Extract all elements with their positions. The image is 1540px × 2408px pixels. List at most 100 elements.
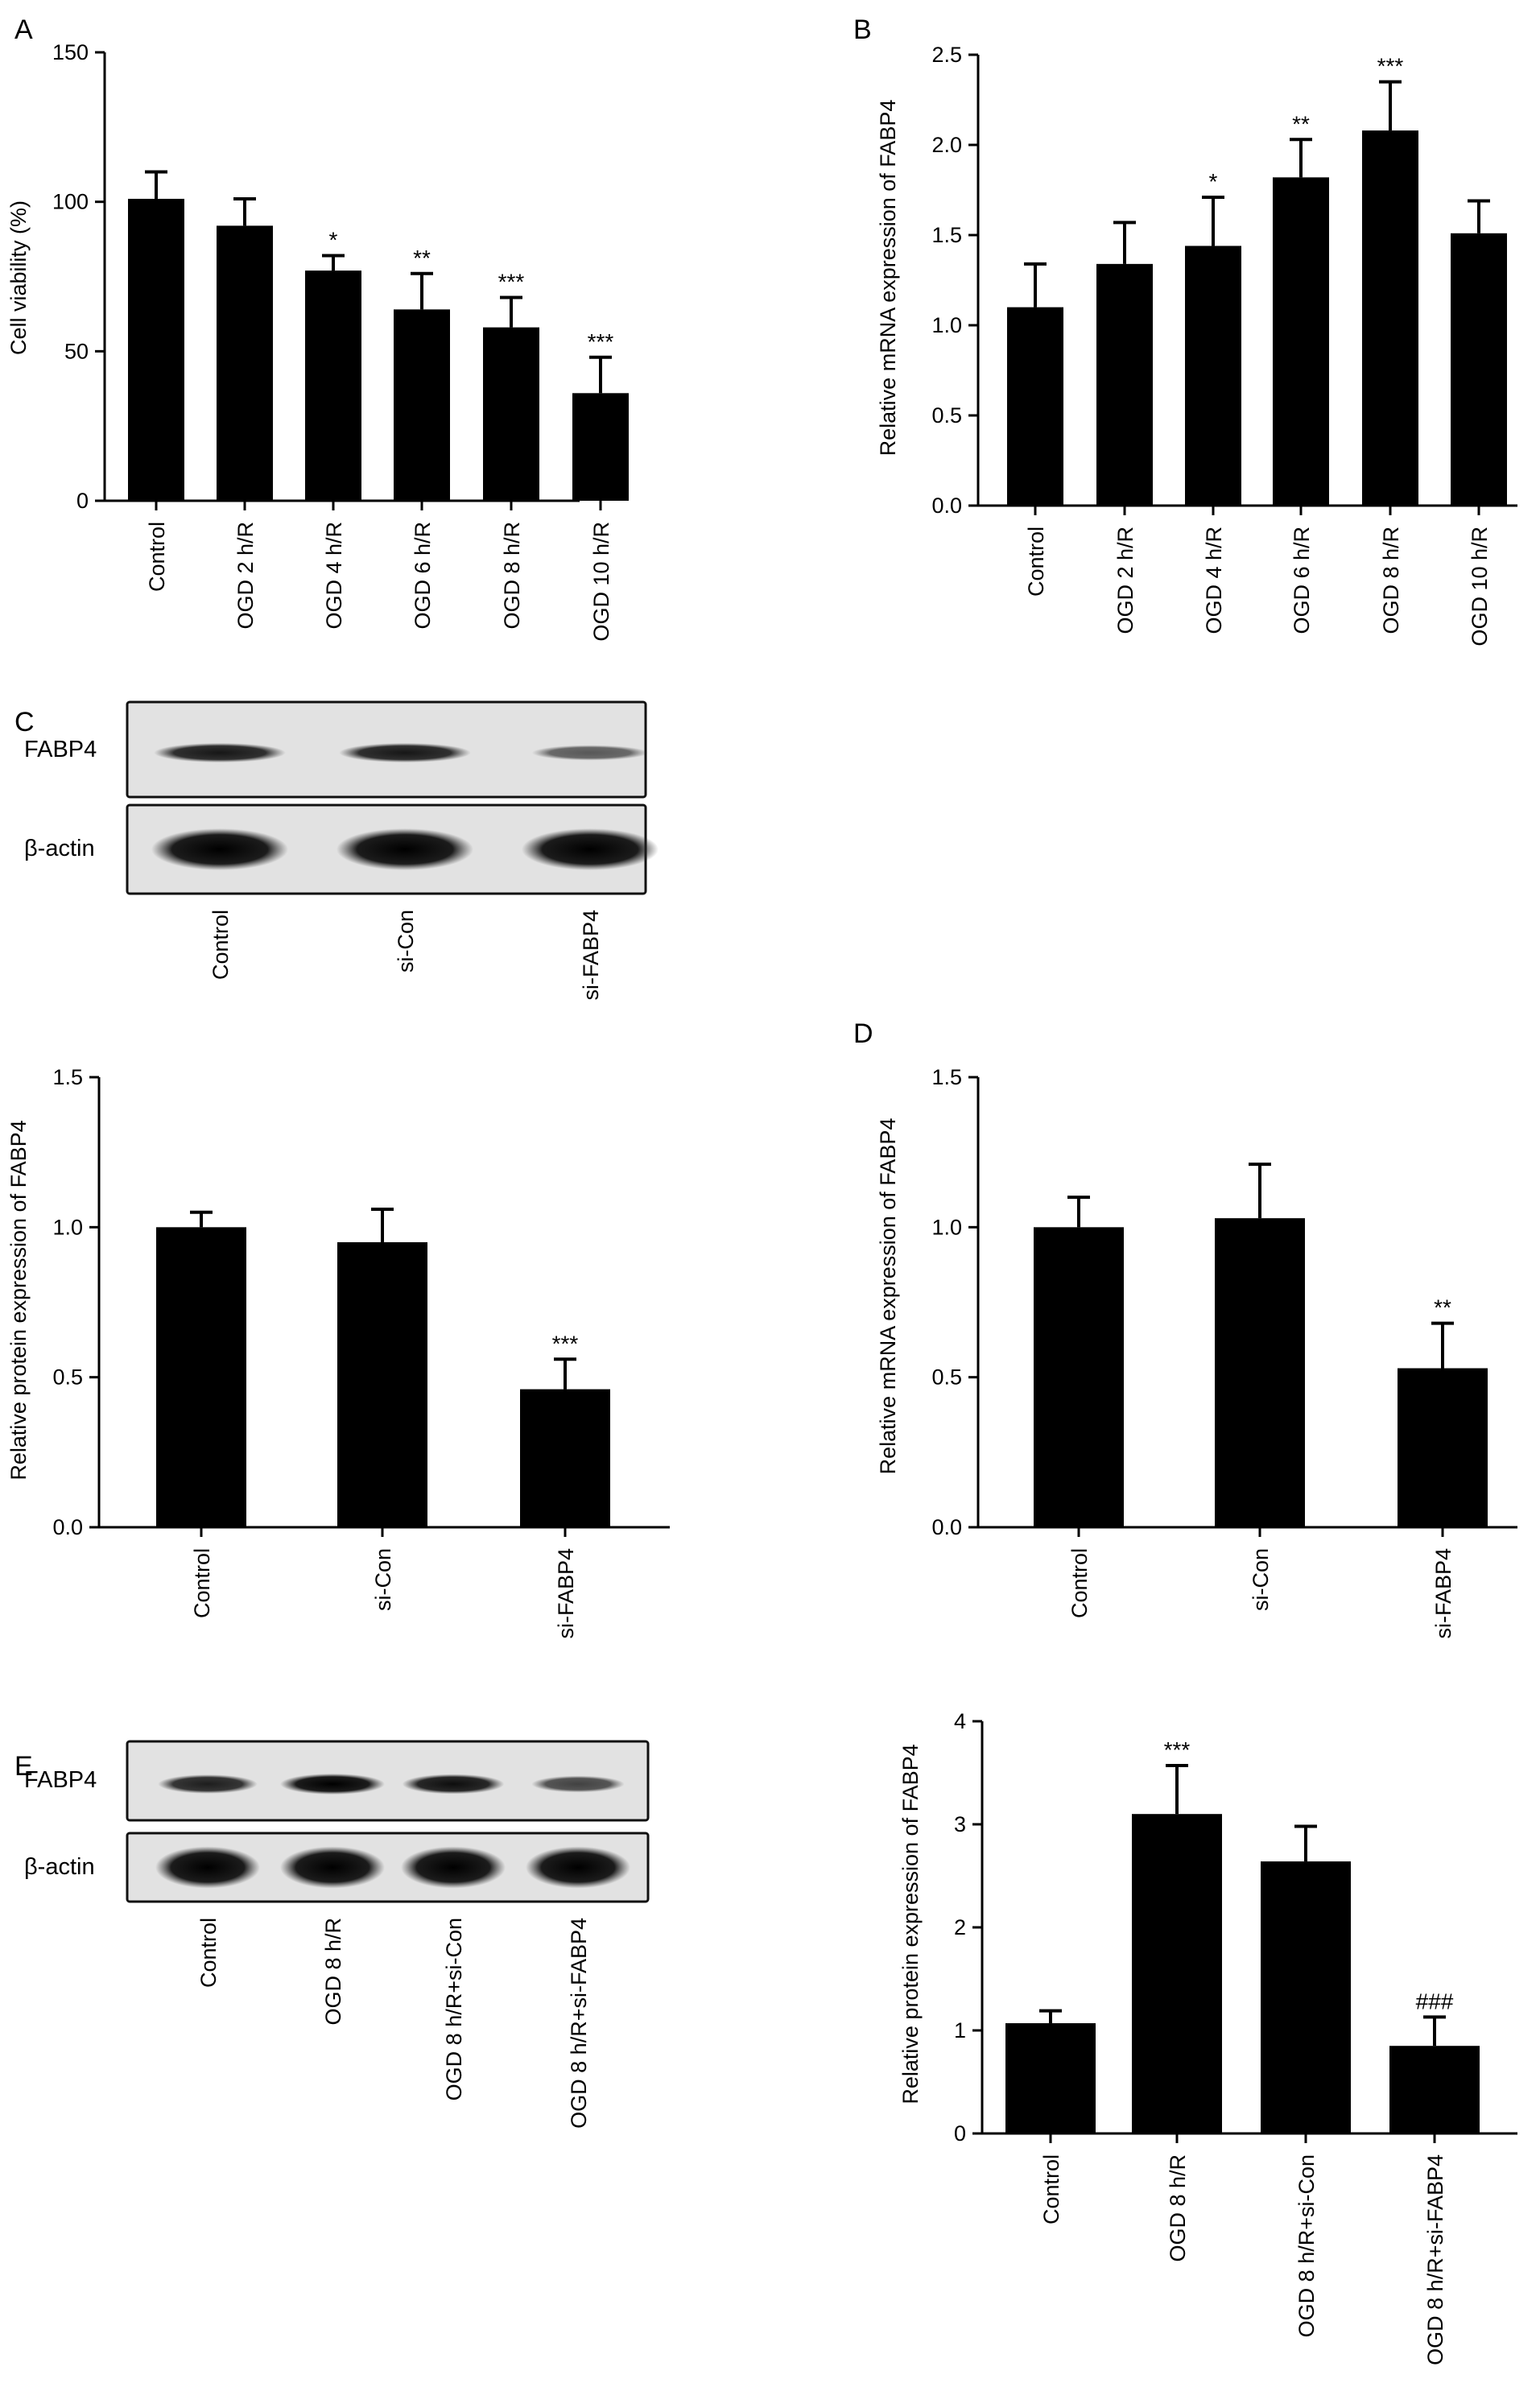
x-tick-label: OGD 8 h/R+si-FABP4 [1423,2154,1447,2365]
blot-band [280,1774,385,1795]
blot-band [155,1846,260,1889]
x-tick-label: Control [1024,527,1048,597]
bar [128,198,184,501]
x-tick-label: OGD 6 h/R [1290,527,1314,634]
y-tick-label: 1 [954,2018,966,2042]
blot-band [154,742,286,763]
significance-mark: *** [1377,54,1404,79]
y-axis-label: Relative protein expression of FABP4 [898,1744,923,2104]
significance-mark: *** [588,329,614,354]
bar [1034,1227,1124,1527]
x-tick-label: OGD 10 h/R [1468,527,1492,646]
x-tick-label: Control [1067,1548,1092,1618]
x-tick-label: Control [1039,2154,1063,2224]
panel-letter-e: E [14,1751,33,1782]
blot-row-label: β-actin [24,836,95,861]
y-tick-label: 0.5 [931,1365,962,1390]
x-tick-label: OGD 8 h/R [1379,527,1403,634]
x-tick-label: Control [145,522,169,592]
y-tick-label: 0 [954,2121,966,2146]
y-tick-label: 1.0 [931,1215,962,1239]
bar [1132,1814,1222,2133]
y-axis-label: Relative mRNA expression of FABP4 [876,100,900,456]
bar [305,271,361,501]
bar [1451,233,1507,506]
significance-mark: ** [413,246,431,271]
y-tick-label: 1.0 [931,313,962,337]
panel-letter-d: D [853,1018,873,1049]
x-tick-label: OGD 8 h/R [500,522,524,630]
blot-E: FABP4 β-actin Control OGD 8 h/R OGD 8 h/R+si… [24,1740,650,2129]
y-tick-label: 2 [954,1915,966,1939]
y-tick-label: 0.0 [931,494,962,518]
bar [156,1227,246,1527]
charts-layer: 0 50 100 150 Cell viability (%) Control OGD 2 … [6,40,1517,2365]
bar [483,327,539,501]
blot-band [531,745,649,761]
significance-mark: *** [498,269,525,294]
bar [1005,2023,1096,2133]
blot-band [158,1774,258,1794]
y-tick-label: 1.0 [52,1215,83,1239]
x-tick-label: si-FABP4 [554,1548,578,1639]
significance-mark: ** [1292,111,1310,136]
y-tick-label: 0.0 [52,1515,83,1539]
y-axis-label: Relative mRNA expression of FABP4 [876,1118,900,1475]
blot-band [522,828,659,870]
blot-band [526,1846,630,1889]
x-tick-label: OGD 8 h/R [1166,2154,1190,2262]
x-tick-label: OGD 10 h/R [589,522,613,642]
x-tick-label: si-FABP4 [1431,1548,1455,1639]
bar [1096,263,1153,506]
blot-band [336,828,473,870]
blot-row-label: FABP4 [24,737,97,762]
bar [1185,246,1241,506]
x-tick-label: Control [190,1548,214,1618]
bar [1398,1368,1488,1527]
panel-letters: A B C D E [14,14,873,1782]
y-axis-label: Cell viability (%) [6,200,31,355]
y-tick-label: 0.5 [931,403,962,427]
y-tick-label: 150 [52,40,89,64]
blot-strip-actin [126,1832,650,1903]
x-tick-label: OGD 2 h/R [233,522,258,630]
panel-letter-c: C [14,707,35,737]
blot-lane-label: si-FABP4 [579,910,603,1001]
chart-a: 0 50 100 150 Cell viability (%) Control OGD 2 … [6,40,629,642]
y-tick-label: 0 [76,489,89,513]
significance-mark: ** [1434,1295,1451,1320]
chart-c-chart: 0.0 0.5 1.0 1.5 Relative protein expression … [6,1065,670,1639]
bar [1261,1861,1351,2133]
blot-lane-label: Control [196,1918,221,1988]
bar [1362,130,1418,506]
y-tick-label: 100 [52,190,89,214]
significance-mark: *** [1164,1737,1191,1762]
bar [1273,177,1329,506]
blot-lane-label: OGD 8 h/R+si-FABP4 [567,1918,591,2129]
blot-C: FABP4 β-actin Control si-Con si-FABP4 [24,700,659,1001]
blot-lane-label: si-Con [394,910,418,973]
x-tick-label: OGD 4 h/R [322,522,346,630]
bar [1215,1218,1305,1527]
x-tick-label: si-Con [371,1548,395,1611]
x-tick-label: OGD 6 h/R [411,522,435,630]
y-tick-label: 0.0 [931,1515,962,1539]
bar [1007,307,1063,506]
bar [1389,2046,1480,2133]
y-tick-label: 1.5 [52,1065,83,1089]
blot-row-label: β-actin [24,1854,95,1880]
blot-band [402,1774,505,1795]
blot-lane-label: OGD 8 h/R [321,1918,345,2026]
y-tick-label: 50 [64,339,89,363]
bar [217,225,273,501]
bar [520,1389,610,1527]
y-tick-label: 1.5 [931,1065,962,1089]
panel-letter-b: B [853,14,872,45]
y-tick-label: 4 [954,1709,966,1733]
significance-mark: * [329,228,338,253]
x-tick-label: si-Con [1249,1548,1273,1611]
blot-band [339,742,471,763]
blot-band [151,828,288,870]
blot-band [401,1846,506,1889]
